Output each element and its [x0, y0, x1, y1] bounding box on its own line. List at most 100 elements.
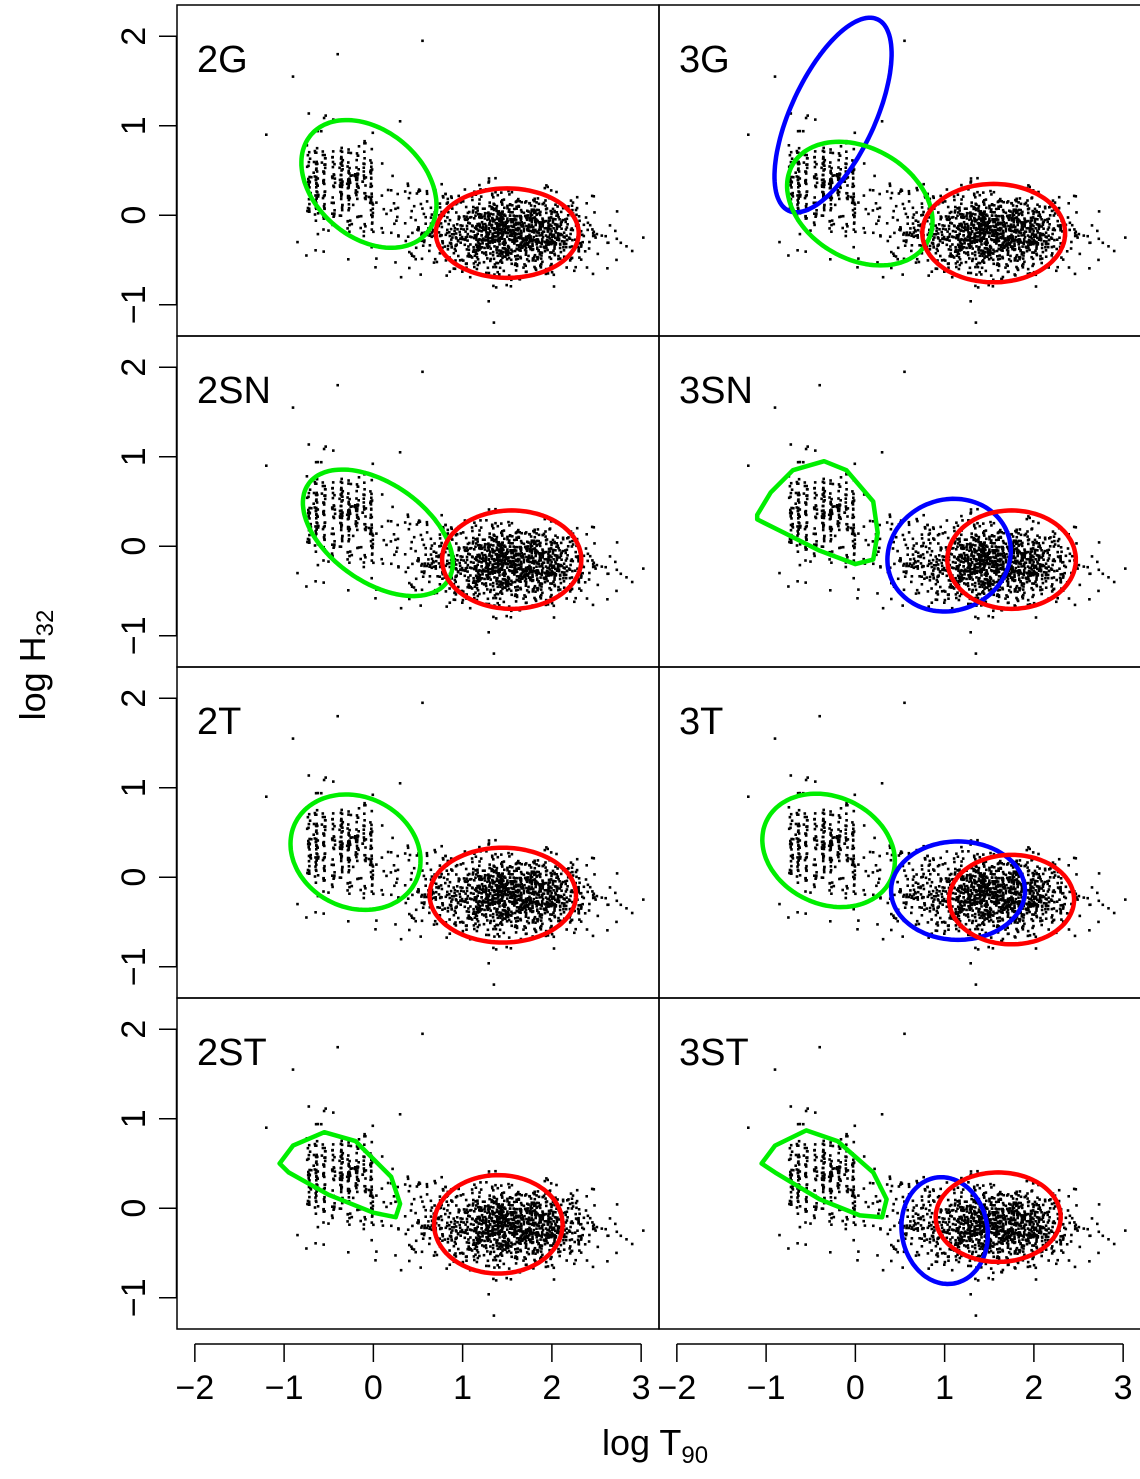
scatter-point — [420, 231, 424, 235]
scatter-point — [1002, 562, 1005, 566]
scatter-point — [340, 516, 344, 520]
scatter-point — [970, 236, 974, 240]
scatter-point — [907, 233, 911, 237]
scatter-point — [615, 589, 618, 593]
scatter-point — [481, 242, 484, 245]
scatter-point — [474, 566, 477, 569]
scatter-point — [804, 250, 807, 253]
scatter-point — [316, 508, 320, 511]
scatter-point — [805, 193, 808, 197]
scatter-point — [1051, 252, 1054, 255]
scatter-point — [966, 558, 970, 561]
scatter-point — [559, 563, 562, 567]
scatter-point — [982, 191, 985, 194]
scatter-point — [470, 215, 473, 219]
scatter-point — [549, 209, 552, 213]
scatter-point — [532, 588, 535, 591]
scatter-point — [524, 582, 528, 585]
scatter-point — [552, 580, 555, 583]
scatter-point — [837, 152, 841, 155]
scatter-point — [846, 197, 849, 201]
scatter-point — [444, 564, 448, 568]
scatter-point — [958, 263, 962, 267]
scatter-point — [570, 587, 574, 591]
scatter-point — [527, 567, 530, 571]
scatter-point — [514, 232, 517, 235]
scatter-point — [972, 207, 975, 211]
scatter-point — [307, 491, 311, 495]
scatter-point — [980, 273, 983, 276]
scatter-point — [425, 520, 429, 524]
scatter-point — [449, 526, 453, 529]
scatter-point — [981, 220, 985, 224]
scatter-point — [986, 241, 989, 245]
scatter-point — [965, 211, 969, 215]
scatter-point — [339, 480, 343, 484]
scatter-point — [347, 534, 351, 537]
scatter-point — [468, 586, 471, 589]
scatter-point — [876, 207, 879, 211]
scatter-point — [971, 259, 974, 263]
scatter-point — [822, 195, 825, 198]
scatter-point — [968, 215, 972, 218]
scatter-point — [475, 252, 479, 256]
green-component-contour — [299, 117, 439, 251]
scatter-point — [390, 231, 393, 235]
scatter-point — [977, 235, 980, 238]
scatter-point — [892, 252, 895, 255]
scatter-point — [307, 197, 311, 201]
scatter-point — [577, 560, 580, 563]
scatter-point — [562, 249, 566, 252]
scatter-point — [501, 564, 504, 567]
scatter-point — [499, 585, 502, 589]
scatter-point — [437, 554, 441, 557]
scatter-point — [305, 165, 309, 169]
scatter-point — [505, 283, 508, 287]
scatter-point — [323, 193, 326, 197]
scatter-point — [536, 231, 539, 234]
scatter-point — [522, 560, 526, 564]
scatter-point — [989, 189, 992, 193]
scatter-point — [331, 160, 335, 164]
scatter-point — [507, 587, 511, 591]
scatter-point — [964, 260, 968, 264]
scatter-point — [797, 207, 800, 211]
scatter-point — [828, 179, 832, 183]
scatter-point — [421, 575, 425, 578]
scatter-point — [340, 487, 343, 491]
scatter-point — [977, 204, 981, 208]
scatter-point — [945, 188, 949, 191]
scatter-point — [996, 255, 999, 258]
scatter-point — [307, 210, 311, 213]
scatter-point — [536, 588, 539, 592]
scatter-point — [574, 550, 577, 554]
scatter-point — [323, 513, 326, 517]
scatter-point — [473, 548, 476, 551]
scatter-point — [536, 562, 539, 565]
scatter-point — [1012, 217, 1015, 220]
scatter-point — [1016, 259, 1019, 262]
scatter-point — [557, 588, 560, 592]
scatter-point — [996, 232, 999, 235]
scatter-point — [1112, 249, 1116, 253]
scatter-point — [805, 153, 808, 157]
scatter-point — [526, 235, 530, 238]
scatter-point — [596, 583, 600, 587]
scatter-point — [345, 513, 349, 517]
scatter-point — [962, 246, 966, 249]
scatter-point — [966, 253, 970, 257]
scatter-point — [518, 232, 521, 235]
scatter-point — [954, 205, 957, 209]
scatter-point — [331, 212, 334, 215]
scatter-point — [530, 239, 533, 243]
scatter-point — [1029, 224, 1032, 228]
scatter-point — [314, 509, 318, 512]
scatter-point — [534, 223, 537, 227]
scatter-point — [497, 218, 501, 222]
scatter-point — [370, 161, 373, 165]
scatter-point — [331, 150, 335, 153]
scatter-point — [514, 589, 518, 592]
scatter-point — [806, 157, 809, 160]
scatter-point — [355, 158, 358, 162]
scatter-point — [992, 224, 995, 228]
